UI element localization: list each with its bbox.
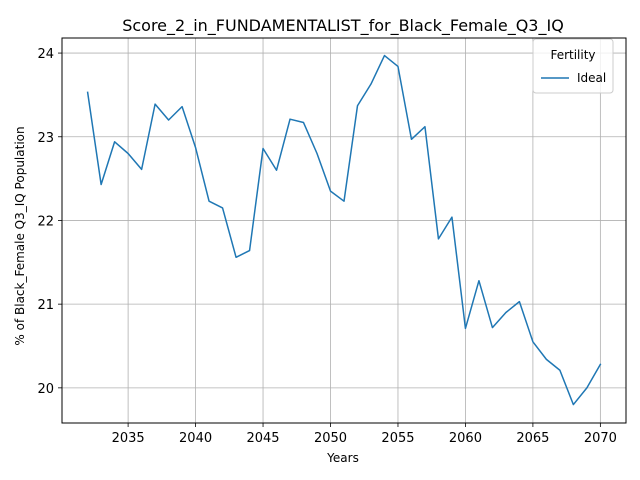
x-tick-label: 2060 [449, 431, 482, 446]
x-tick-label: 2040 [179, 431, 212, 446]
series-line-ideal [86, 54, 602, 406]
x-tick-label: 2065 [516, 431, 549, 446]
y-tick-label: 23 [37, 131, 54, 146]
x-tick-label: 2070 [584, 431, 617, 446]
y-tick-label: 22 [37, 214, 54, 229]
x-tick-label: 2050 [314, 431, 347, 446]
y-tick-label: 20 [37, 382, 54, 397]
plot-area-frame [61, 37, 627, 424]
series-layer [86, 54, 602, 406]
legend: Fertility Ideal [532, 38, 614, 94]
x-tick-label: 2045 [246, 431, 279, 446]
y-tick-label: 24 [37, 47, 54, 62]
x-axis-label: Years [326, 451, 359, 465]
chart-title: Score_2_in_FUNDAMENTALIST_for_Black_Fema… [122, 16, 564, 36]
x-tick-label: 2055 [381, 431, 414, 446]
x-tick-label: 2035 [112, 431, 145, 446]
grid-lines [62, 38, 626, 423]
y-tick-label: 21 [37, 298, 54, 313]
legend-box [532, 38, 614, 94]
y-axis-label: % of Black_Female Q3_IQ Population [13, 126, 27, 345]
y-axis: 20 21 22 23 24 [37, 47, 62, 397]
legend-title: Fertility [550, 48, 595, 62]
legend-entry-ideal: Ideal [577, 71, 606, 85]
x-axis: 2035 2040 2045 2050 2055 2060 2065 2070 [112, 423, 617, 446]
